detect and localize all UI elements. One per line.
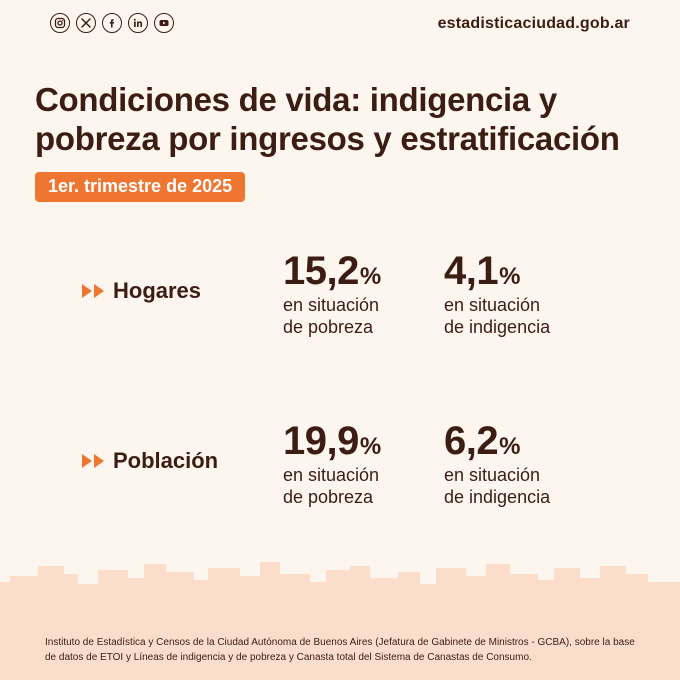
stat-hogares-indigencia: 4,1% en situación de indigencia bbox=[444, 250, 550, 338]
double-chevron-icon bbox=[82, 454, 104, 468]
stat-desc-line: en situación bbox=[444, 465, 541, 485]
stat-description: en situación de pobreza bbox=[283, 294, 381, 338]
social-links bbox=[50, 13, 174, 33]
stat-desc-line: en situación bbox=[283, 295, 380, 315]
stat-unit: % bbox=[359, 433, 382, 460]
stat-description: en situación de indigencia bbox=[444, 464, 550, 508]
stat-value: 4,1 bbox=[444, 249, 499, 293]
row-label-poblacion: Población bbox=[82, 448, 218, 474]
stat-hogares-pobreza: 15,2% en situación de pobreza bbox=[283, 250, 381, 338]
linkedin-icon[interactable] bbox=[128, 13, 148, 33]
source-note: Instituto de Estadística y Censos de la … bbox=[45, 637, 635, 663]
row-label-text: Población bbox=[113, 448, 219, 473]
stat-desc-line: de pobreza bbox=[283, 317, 374, 337]
stat-value: 15,2 bbox=[283, 249, 359, 293]
stat-poblacion-indigencia: 6,2% en situación de indigencia bbox=[444, 420, 550, 508]
footer-band bbox=[0, 600, 680, 680]
stat-desc-line: de indigencia bbox=[444, 317, 551, 337]
stat-unit: % bbox=[499, 263, 521, 290]
period-badge: 1er. trimestre de 2025 bbox=[35, 172, 246, 202]
youtube-icon[interactable] bbox=[154, 13, 174, 33]
stat-description: en situación de pobreza bbox=[283, 464, 381, 508]
stat-unit: % bbox=[359, 263, 382, 290]
row-label-text: Hogares bbox=[113, 278, 202, 303]
city-skyline-illustration bbox=[0, 562, 680, 605]
stat-poblacion-pobreza: 19,9% en situación de pobreza bbox=[283, 420, 381, 508]
stat-value: 6,2 bbox=[444, 419, 499, 463]
stat-description: en situación de indigencia bbox=[444, 294, 550, 338]
row-label-hogares: Hogares bbox=[82, 278, 201, 304]
stat-unit: % bbox=[499, 433, 521, 460]
facebook-icon[interactable] bbox=[102, 13, 122, 33]
website-link[interactable]: estadisticaciudad.gob.ar bbox=[437, 15, 630, 32]
page-title: Condiciones de vida: indigencia y pobrez… bbox=[35, 81, 620, 157]
stat-value: 19,9 bbox=[283, 419, 359, 463]
x-icon[interactable] bbox=[76, 13, 96, 33]
stat-desc-line: de indigencia bbox=[444, 487, 551, 507]
stat-desc-line: en situación bbox=[283, 465, 380, 485]
stat-desc-line: en situación bbox=[444, 295, 541, 315]
instagram-icon[interactable] bbox=[50, 13, 70, 33]
double-chevron-icon bbox=[82, 284, 104, 298]
stat-desc-line: de pobreza bbox=[283, 487, 374, 507]
